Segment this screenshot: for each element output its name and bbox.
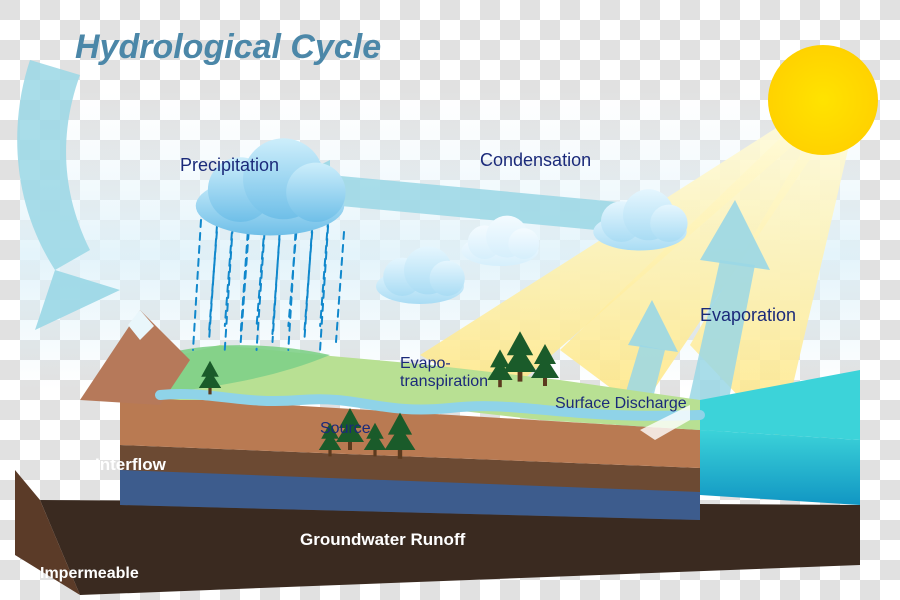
label-surface-discharge: Surface Discharge: [555, 395, 687, 413]
label-evaporation: Evaporation: [700, 305, 796, 326]
label-condensation: Condensation: [480, 150, 591, 171]
label-interflow: Interflow: [95, 455, 166, 475]
sun-icon: [768, 45, 878, 155]
label-evapotrans: Evapo- transpiration: [400, 355, 488, 392]
diagram-title: Hydrological Cycle: [75, 28, 381, 67]
label-impermeable: Impermeable: [40, 565, 139, 583]
rain: [193, 220, 344, 350]
label-precipitation: Precipitation: [180, 155, 279, 176]
label-source: Source: [320, 420, 371, 438]
label-groundwater: Groundwater Runoff: [300, 530, 465, 550]
diagram-art: [0, 0, 900, 600]
